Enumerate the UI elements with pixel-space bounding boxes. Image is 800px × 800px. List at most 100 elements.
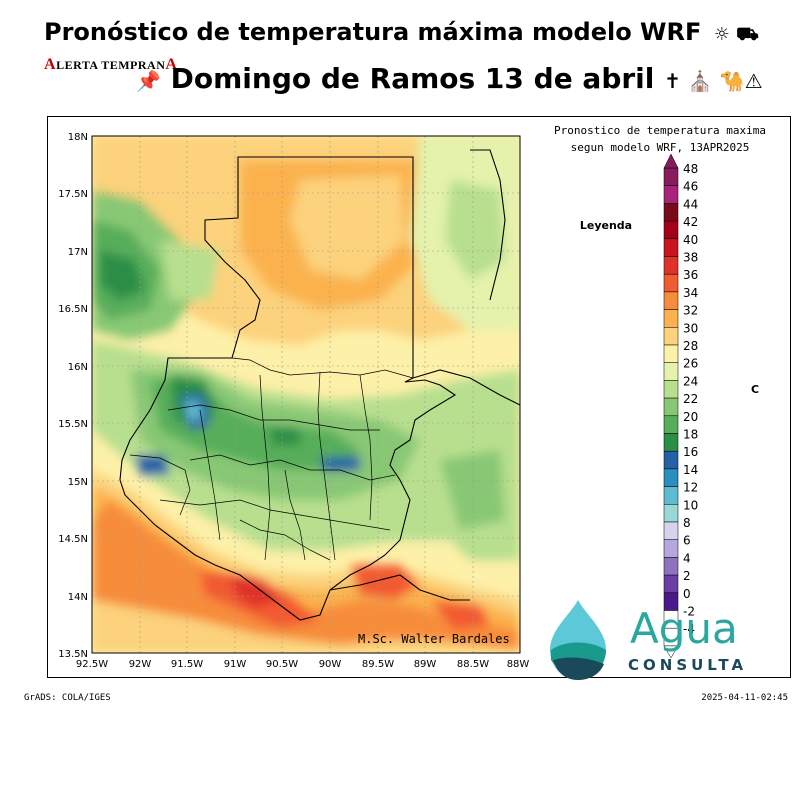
- lon-label: 89.5W: [362, 659, 394, 670]
- colorbar-label: 16: [683, 445, 698, 459]
- colorbar-swatch: [663, 415, 679, 434]
- date-subtitle: 📌 Domingo de Ramos 13 de abril ✝ ⛪ 🐪⚠: [136, 62, 763, 95]
- lon-label: 88.5W: [457, 659, 489, 670]
- colorbar-label: 12: [683, 481, 698, 495]
- panel-title: Pronostico de temperatura maxima segun m…: [554, 124, 766, 154]
- colorbar-swatch: [663, 504, 679, 523]
- colorbar-label: 40: [683, 233, 698, 247]
- title-line1-text: Pronóstico de temperatura máxima modelo …: [44, 18, 702, 46]
- colorbar-swatch: [663, 380, 679, 399]
- colorbar-swatch: [663, 203, 679, 222]
- lat-label: 15N: [68, 477, 88, 488]
- colorbar-swatch: [663, 167, 679, 186]
- colorbar-label: 26: [683, 357, 698, 371]
- colorbar-swatch: [663, 433, 679, 452]
- logo-agua-text: Agua: [630, 604, 738, 653]
- lat-label: 16N: [68, 362, 88, 373]
- colorbar-label: 34: [683, 286, 698, 300]
- legend-label: Leyenda: [580, 219, 632, 232]
- map-title: Pronóstico de temperatura máxima modelo …: [44, 18, 759, 48]
- lat-label: 14N: [68, 592, 88, 603]
- colorbar-label: 4: [683, 551, 691, 565]
- colorbar-swatch: [663, 309, 679, 328]
- unit-label: C: [751, 383, 759, 396]
- pin-icon: 📌: [136, 69, 161, 93]
- colorbar-label: 14: [683, 463, 698, 477]
- colorbar-swatch: [663, 327, 679, 346]
- colorbar-label: 36: [683, 268, 698, 282]
- colorbar-label: 8: [683, 516, 691, 530]
- lon-label: 88W: [507, 659, 530, 670]
- colorbar-label: 44: [683, 197, 698, 211]
- longitude-axis: 92.5W 92W 91.5W 91W 90.5W 90W 89.5W 89W …: [76, 659, 529, 670]
- colorbar-swatch: [663, 185, 679, 204]
- colorbar-swatch: [663, 256, 679, 275]
- subtitle-text: Domingo de Ramos 13 de abril: [170, 62, 655, 95]
- colorbar: 4846444240383634323028262422201816141210…: [663, 153, 698, 659]
- colorbar-label: -2: [683, 605, 695, 619]
- map-frame: [47, 116, 791, 678]
- lat-label: 13.5N: [58, 649, 88, 660]
- colorbar-swatch: [663, 291, 679, 310]
- cross-church-camel-warning-icons: ✝ ⛪ 🐪⚠: [664, 69, 763, 93]
- colorbar-label: 0: [683, 587, 691, 601]
- panel-title-line1: Pronostico de temperatura maxima: [554, 124, 766, 137]
- colorbar-swatch: [663, 521, 679, 540]
- colorbar-label: 6: [683, 534, 691, 548]
- lat-label: 17N: [68, 247, 88, 258]
- colorbar-label: 2: [683, 569, 691, 583]
- colorbar-swatch: [663, 557, 679, 576]
- country-boundaries: [119, 149, 520, 621]
- colorbar-swatch: [663, 468, 679, 487]
- agua-consulta-logo: Agua CONSULTA: [550, 600, 747, 680]
- colorbar-bottom-arrow: [663, 645, 679, 659]
- colorbar-top-arrow: [663, 153, 679, 169]
- latitude-axis: 18N 17.5N 17N 16.5N 16N 15.5N 15N 14.5N …: [58, 132, 88, 660]
- lon-label: 90.5W: [266, 659, 298, 670]
- colorbar-label: 48: [683, 162, 698, 176]
- colorbar-label: 28: [683, 339, 698, 353]
- department-boundaries: [129, 357, 414, 561]
- colorbar-swatch: [663, 362, 679, 381]
- credit-text: M.Sc. Walter Bardales: [358, 632, 510, 646]
- lon-label: 91W: [224, 659, 247, 670]
- colorbar-label: 18: [683, 428, 698, 442]
- lat-label: 16.5N: [58, 304, 88, 315]
- logo-consulta-text: CONSULTA: [628, 656, 747, 674]
- colorbar-label: 46: [683, 180, 698, 194]
- colorbar-swatch: [663, 344, 679, 363]
- colorbar-swatch: [663, 450, 679, 470]
- lon-label: 90W: [319, 659, 342, 670]
- map-plot-area: M.Sc. Walter Bardales: [92, 136, 520, 653]
- grid-lines: [92, 136, 520, 653]
- lon-label: 92.5W: [76, 659, 108, 670]
- colorbar-swatch: [663, 574, 679, 594]
- colorbar-swatch: [663, 539, 679, 558]
- colorbar-label: 30: [683, 321, 698, 335]
- colorbar-label: 32: [683, 304, 698, 318]
- alerta-temprana-logo: ALERTA TEMPRANA: [44, 56, 178, 73]
- colorbar-label: 22: [683, 392, 698, 406]
- colorbar-swatch: [663, 273, 679, 293]
- colorbar-label: -4: [683, 622, 695, 636]
- colorbar-label: 24: [683, 374, 698, 388]
- lat-label: 14.5N: [58, 534, 88, 545]
- grads-footer: GrADS: COLA/IGES: [24, 693, 111, 703]
- panel-title-line2: segun modelo WRF, 13APR2025: [571, 141, 750, 154]
- colorbar-label: 10: [683, 498, 698, 512]
- lat-label: 18N: [68, 132, 88, 143]
- lon-label: 91.5W: [171, 659, 203, 670]
- colorbar-swatch: [663, 397, 679, 417]
- colorbar-swatch: [663, 238, 679, 257]
- lat-label: 15.5N: [58, 419, 88, 430]
- colorbar-label: 42: [683, 215, 698, 229]
- lon-label: 89W: [414, 659, 437, 670]
- colorbar-label: 38: [683, 251, 698, 265]
- map-border: [91, 135, 521, 654]
- sun-and-palm-icon: ☼ ⛟: [713, 24, 759, 45]
- colorbar-swatch: [663, 486, 679, 505]
- colorbar-swatch: [663, 220, 679, 240]
- colorbar-label: 20: [683, 410, 698, 424]
- timestamp-footer: 2025-04-11-02:45: [701, 693, 788, 703]
